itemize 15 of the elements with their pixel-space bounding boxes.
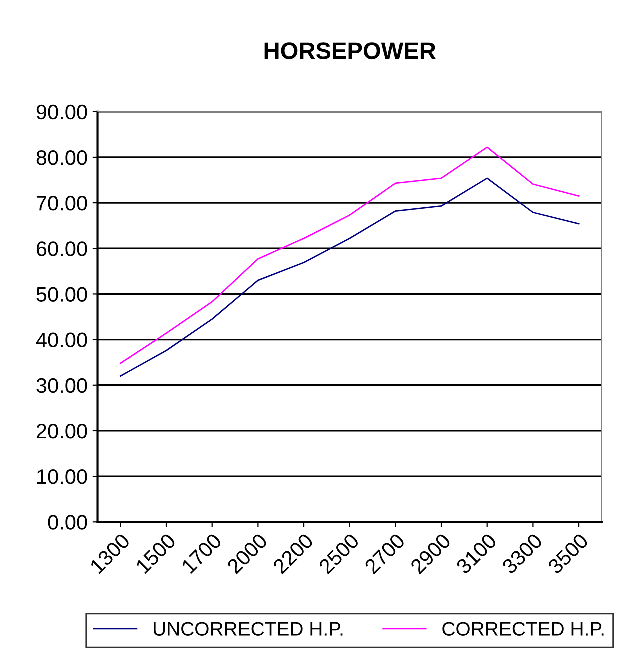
y-tick-label: 50.00 xyxy=(36,287,88,302)
y-tick-label: 30.00 xyxy=(36,378,88,394)
y-tick-label: 60.00 xyxy=(36,242,88,256)
legend-label: UNCORRECTED H.P. xyxy=(154,622,343,636)
legend-label: CORRECTED H.P. xyxy=(442,622,604,636)
y-tick-label: 70.00 xyxy=(36,196,88,211)
chart-title: HORSEPOWER xyxy=(264,42,436,60)
line-series xyxy=(120,146,580,364)
y-tick-label: 80.00 xyxy=(36,150,88,166)
y-tick-label: 90.00 xyxy=(36,104,88,120)
y-tick-label: 40.00 xyxy=(36,332,88,348)
y-tick-label: 0.00 xyxy=(48,515,88,530)
y-tick-label: 10.00 xyxy=(38,470,88,484)
y-tick-label: 20.00 xyxy=(36,424,88,439)
line-series xyxy=(120,178,580,377)
